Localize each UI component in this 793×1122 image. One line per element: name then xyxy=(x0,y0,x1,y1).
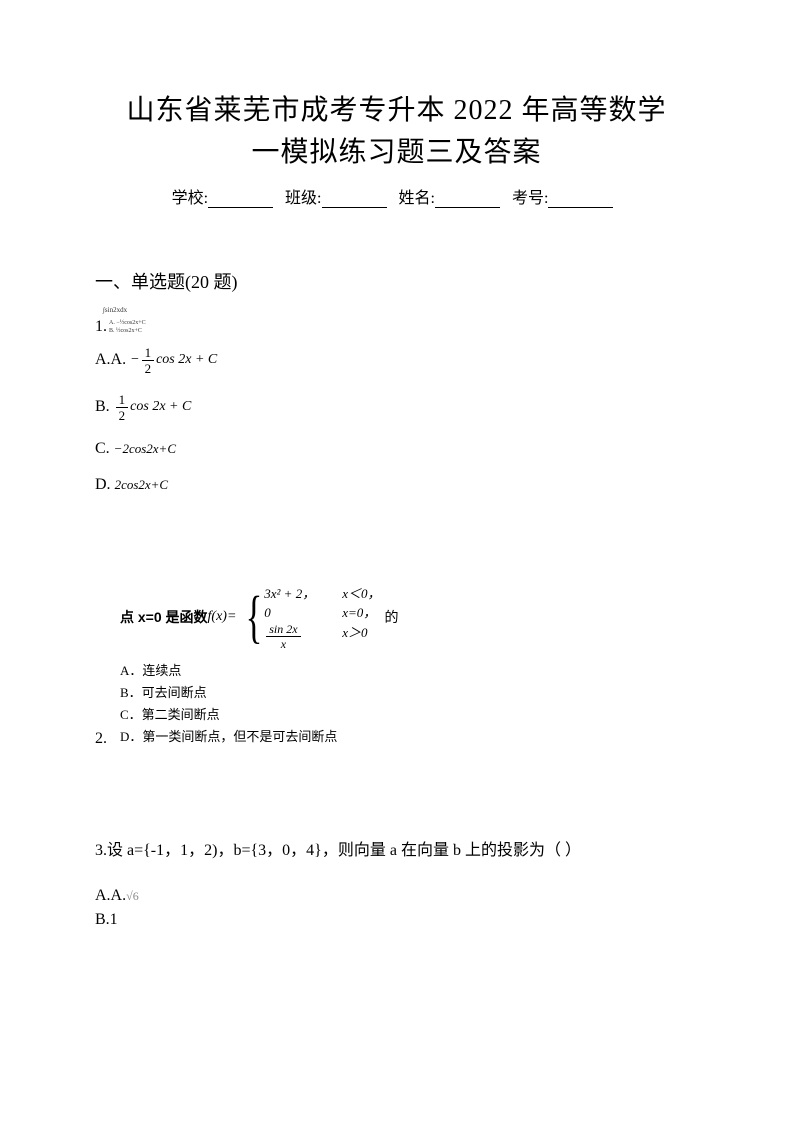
q2-piece-rows: 3x² + 2，x＜0， 0x=0， sin 2x x x＞0 xyxy=(264,584,380,650)
q1-optC-label: C. xyxy=(95,440,110,458)
title-line-1: 山东省莱芜市成考专升本 2022 年高等数学 xyxy=(95,90,698,132)
q3-optA-label: A.A. xyxy=(95,887,126,904)
q1-option-c: C. −2cos2x+C xyxy=(95,440,698,458)
q2-r2-cond: x=0， xyxy=(342,603,376,623)
q1-optB-frac: 1 2 xyxy=(116,393,129,422)
q1-optB-rest: cos 2x + C xyxy=(130,399,191,415)
q1-tiny-integral: ∫sin2xdx xyxy=(103,306,698,316)
q2-r3-expr: sin 2x x xyxy=(264,623,342,650)
question-1: ∫sin2xdx 1. A. −½cos2x+C B. ½cos2x+C A.A… xyxy=(95,306,698,494)
q1-option-d: D. 2cos2x+C xyxy=(95,476,698,494)
q1-optD-label: D. xyxy=(95,476,111,494)
q1-optA-rest: cos 2x + C xyxy=(156,352,217,368)
q3-text: 3.设 a={-1，1，2)，b={3，0，4}，则向量 a 在向量 b 上的投… xyxy=(95,838,698,864)
q2-tail: 的 xyxy=(385,607,399,627)
q1-tiny-b: B. ½cos2x+C xyxy=(109,327,146,335)
q2-optA: A．连续点 xyxy=(120,660,698,682)
q2-r1-expr: 3x² + 2， xyxy=(264,584,342,604)
q1-option-a: A.A. − 1 2 cos 2x + C xyxy=(95,346,698,375)
q2-piecewise: { 3x² + 2，x＜0， 0x=0， sin 2x x x＞0 xyxy=(240,584,380,650)
class-label: 班级: xyxy=(285,190,321,207)
q1-optA-num: 1 xyxy=(142,346,155,361)
q3-optB: B.1 xyxy=(95,908,698,932)
q2-fx: f(x)= xyxy=(208,609,237,625)
q2-stem: 点 x=0 是函数 f(x)= { 3x² + 2，x＜0， 0x=0， sin… xyxy=(120,584,698,650)
name-blank[interactable] xyxy=(435,190,500,208)
left-brace-icon: { xyxy=(246,594,263,640)
class-blank[interactable] xyxy=(322,190,387,208)
q1-optD-text: 2cos2x+C xyxy=(115,477,169,493)
examno-blank[interactable] xyxy=(548,190,613,208)
q1-optA-label: A.A. xyxy=(95,351,126,369)
question-2: 点 x=0 是函数 f(x)= { 3x² + 2，x＜0， 0x=0， sin… xyxy=(120,584,698,748)
page-title: 山东省莱芜市成考专升本 2022 年高等数学 一模拟练习题三及答案 xyxy=(95,90,698,174)
q1-option-b: B. 1 2 cos 2x + C xyxy=(95,393,698,422)
q2-r3-den: x xyxy=(278,637,289,650)
q2-r3-cond: x＞0 xyxy=(342,623,367,650)
q2-lead: 点 x=0 是函数 xyxy=(120,607,208,627)
q1-optA-prefix: − xyxy=(130,352,139,368)
q1-optA-den: 2 xyxy=(142,361,155,375)
q3-optA-math: √6 xyxy=(126,889,139,903)
q2-optB: B．可去间断点 xyxy=(120,682,698,704)
school-label: 学校: xyxy=(172,190,208,207)
q1-optC-text: −2cos2x+C xyxy=(114,441,176,457)
q1-optB-den: 2 xyxy=(116,408,129,422)
name-label: 姓名: xyxy=(399,190,435,207)
q2-r2-expr: 0 xyxy=(264,603,342,623)
q1-tiny-a: A. −½cos2x+C xyxy=(109,319,146,327)
q1-optB-num: 1 xyxy=(116,393,129,408)
q2-r1-cond: x＜0， xyxy=(342,584,380,604)
question-3: 3.设 a={-1，1，2)，b={3，0，4}，则向量 a 在向量 b 上的投… xyxy=(95,838,698,932)
q3-options: A.A.√6 B.1 xyxy=(95,884,698,932)
q1-number: 1. xyxy=(95,318,107,336)
q2-optC: C．第二类间断点 xyxy=(120,704,698,726)
section-1-title: 一、单选题(20 题) xyxy=(95,268,698,294)
title-line-2: 一模拟练习题三及答案 xyxy=(95,132,698,174)
q3-optA: A.A.√6 xyxy=(95,884,698,908)
examno-label: 考号: xyxy=(512,190,548,207)
school-blank[interactable] xyxy=(208,190,273,208)
q1-optB-label: B. xyxy=(95,398,110,416)
q2-r3-num: sin 2x xyxy=(266,623,300,637)
q1-optA-frac: 1 2 xyxy=(142,346,155,375)
student-info-line: 学校: 班级: 姓名: 考号: xyxy=(95,184,698,208)
